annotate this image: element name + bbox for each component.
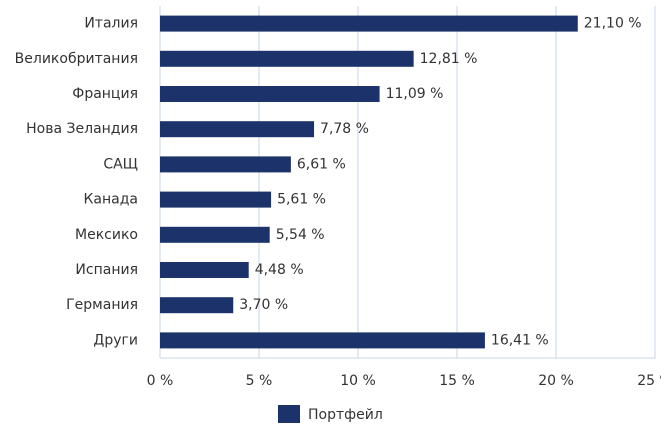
value-label: 3,70 % [239,297,288,313]
x-tick-label: 10 % [340,373,376,389]
y-tick-label: Нова Зеландия [26,121,138,137]
y-tick-label: Франция [72,86,138,102]
value-label: 5,61 % [277,192,326,208]
bar [160,121,315,138]
bar [160,156,291,173]
value-label: 5,54 % [276,227,325,243]
value-label: 11,09 % [386,86,444,102]
value-label: 4,48 % [255,262,304,278]
x-tick-label: 0 % [147,373,174,389]
bar [160,262,249,278]
x-tick-label: 15 % [439,373,475,389]
value-label: 12,81 % [420,51,478,67]
value-label: 7,78 % [320,121,369,137]
y-tick-label: Великобритания [15,51,138,67]
y-tick-label: Други [93,332,138,348]
bar [160,86,380,102]
bar [160,332,485,349]
y-tick-label: Испания [75,262,138,278]
x-tick-label: 5 % [246,373,273,389]
bar [160,226,270,243]
x-tick-label: 20 % [538,373,574,389]
value-label: 21,10 % [584,16,642,32]
y-tick-label: Италия [84,16,138,32]
y-tick-label: САЩ [103,156,138,172]
bar [160,50,414,67]
legend-swatch [278,405,300,423]
bar [160,15,578,32]
y-tick-label: Германия [66,297,138,313]
value-label: 6,61 % [297,156,346,172]
value-label: 16,41 % [491,332,549,348]
bar [160,191,272,208]
x-tick-label: 25 % [637,373,661,389]
y-tick-label: Мексико [75,227,138,243]
y-tick-label: Канада [83,192,138,208]
bar [160,297,234,314]
legend-label: Портфейл [308,407,383,423]
